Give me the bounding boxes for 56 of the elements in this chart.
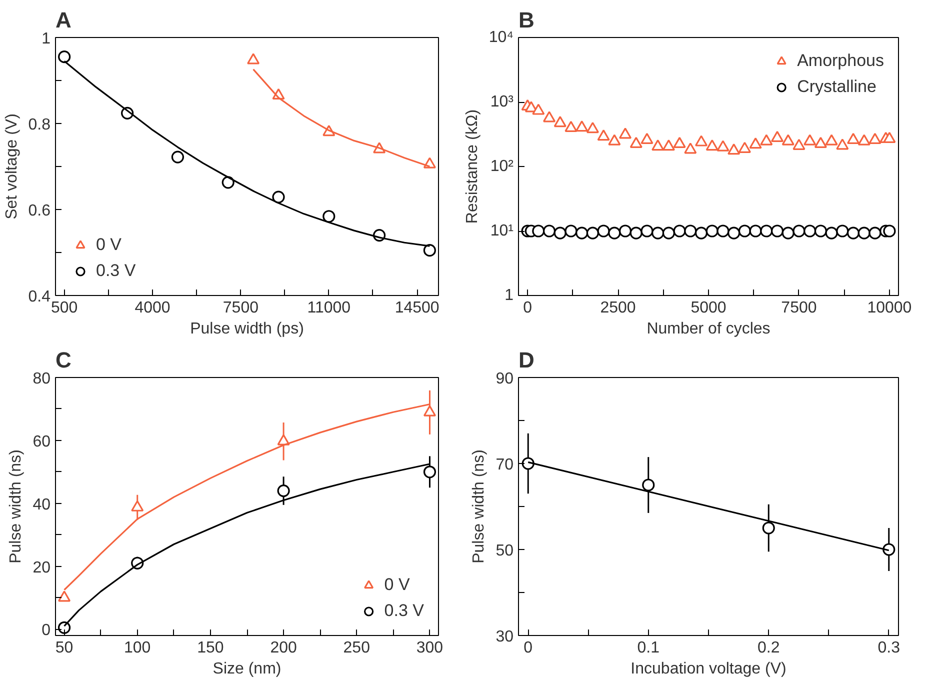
y-axis-title: Pulse width (ns): [8, 450, 25, 564]
x-tick-label: 7500: [222, 300, 259, 316]
x-axis-title: Pulse width (ps): [190, 320, 304, 338]
y-tick-label: 0: [42, 622, 51, 640]
y-tick-label: 0.6: [28, 202, 51, 220]
x-tick-label: 0: [524, 640, 533, 656]
chart-title: B: [518, 8, 534, 32]
y-tick-label: 20: [32, 559, 51, 576]
chart-title: C: [56, 348, 72, 372]
x-tick-label: 10000: [867, 300, 912, 316]
x-axis-title: Size (nm): [212, 660, 282, 678]
y-tick-label: 10²: [490, 158, 514, 175]
x-tick-label: 0.1: [637, 640, 660, 656]
x-tick-label: 150: [197, 640, 224, 656]
legend-label: 0.3 V: [384, 601, 424, 621]
x-axis-title: Incubation voltage (V): [630, 660, 786, 678]
legend-label: Crystalline: [797, 77, 876, 97]
y-tick-label: 50: [496, 542, 514, 560]
x-tick-label: 300: [416, 640, 444, 656]
x-tick-label: 100: [124, 640, 151, 656]
x-tick-label: 11000: [307, 300, 351, 316]
x-tick-label: 5000: [690, 300, 726, 316]
x-tick-label: 500: [50, 300, 78, 316]
y-tick-label: 80: [32, 370, 51, 388]
x-tick-label: 200: [270, 640, 297, 656]
y-tick-label: 10⁴: [488, 29, 514, 46]
legend-label: 0 V: [96, 235, 122, 255]
x-tick-label: 4000: [134, 300, 170, 316]
x-tick-label: 250: [343, 640, 370, 656]
x-tick-label: 14500: [394, 300, 440, 316]
y-tick-label: 90: [496, 370, 514, 388]
chart-title: A: [56, 8, 72, 32]
x-tick-label: 7500: [781, 300, 817, 316]
y-tick-label: 40: [32, 496, 51, 514]
y-tick-label: 10¹: [490, 222, 514, 240]
chart-title: D: [518, 348, 534, 372]
x-tick-label: 2500: [600, 300, 636, 316]
x-tick-label: 50: [55, 640, 74, 656]
y-tick-label: 30: [496, 628, 514, 646]
y-tick-label: 1: [504, 287, 514, 304]
y-tick-label: 70: [496, 456, 514, 474]
y-tick-label: 1: [42, 30, 51, 48]
x-tick-label: 0.3: [878, 640, 900, 656]
y-tick-label: 60: [32, 433, 51, 450]
x-tick-label: 0.2: [758, 640, 780, 656]
y-tick-label: 0.4: [28, 288, 51, 306]
x-axis-title: Number of cycles: [646, 320, 770, 338]
legend-label: 0 V: [384, 575, 410, 595]
x-tick-label: 0: [523, 300, 532, 316]
y-axis-title: Pulse width (ns): [470, 450, 488, 564]
y-axis-title: Resistance (kΩ): [464, 109, 481, 224]
y-tick-label: 10³: [490, 94, 514, 110]
y-tick-label: 0.8: [28, 116, 51, 134]
legend-label: Amorphous: [797, 51, 884, 71]
legend-label: 0.3 V: [96, 261, 136, 281]
y-axis-title: Set voltage (V): [3, 114, 20, 220]
